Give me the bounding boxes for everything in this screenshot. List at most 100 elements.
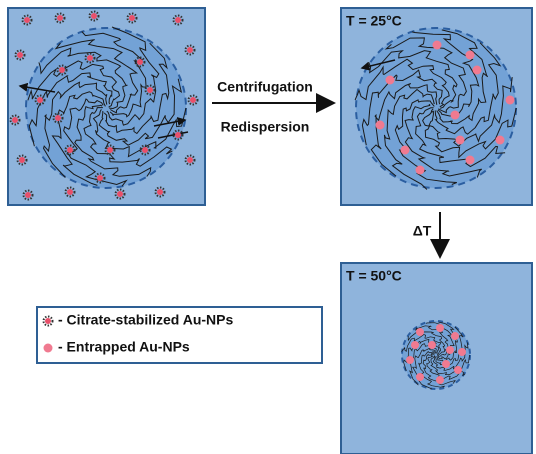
citrate-np [16,154,28,166]
entrapped-np [442,360,450,368]
citrate-np [147,87,153,93]
polymer-chain [436,29,489,125]
citrate-np [175,132,181,138]
step-label: Redispersion [221,119,310,135]
entrapped-np [385,75,395,85]
entrapped-np [458,348,466,356]
citrate-np [114,188,126,200]
entrapped-np [454,366,462,374]
legend [36,306,323,364]
polymer-chain [83,107,173,167]
entrapped-np [455,135,465,145]
citrate-np [37,97,43,103]
polymer-chain [106,26,160,126]
citrate-np [12,117,18,123]
polymer-chain [354,58,450,108]
polymer-chain [98,78,183,146]
citrate-np [107,147,113,153]
citrate-np [87,55,93,61]
citrate-np [56,64,68,76]
microgel [355,27,517,189]
polymer-chain [428,77,513,147]
entrapped-np [375,120,385,130]
legend-label: - Entrapped Au-NPs [58,339,190,355]
arrow [153,117,187,127]
citrate-np [64,144,76,156]
arrow [18,82,56,93]
citrate-np [97,175,103,181]
citrate-np [67,147,73,153]
citrate-np [175,17,181,23]
polymer-chain [403,339,440,372]
citrate-np [190,97,196,103]
entrapped-np [436,324,444,332]
legend-label: - Citrate-stabilized Au-NPs [58,312,233,328]
citrate-np [184,154,196,166]
nanoparticles [9,10,515,384]
citrate-np [126,12,138,24]
polymer-chain [370,83,438,177]
polymer-chain [103,42,170,135]
citrate-np [52,112,64,124]
citrate-np [184,44,196,56]
citrate-np [187,47,193,53]
citrate-np [172,129,184,141]
step-label: Centrifugation [217,79,313,95]
entrapped-np [400,145,410,155]
polymer-chain [422,352,456,386]
polymer-chain [38,47,128,110]
citrate-np [91,13,97,19]
step-label: ΔT [413,223,432,239]
polymer-chain [81,31,147,118]
entrapped-np [450,110,460,120]
citrate-np [19,157,25,163]
polymer-chain [74,104,152,177]
polymer-chain [404,103,483,178]
polymer-chain [28,72,113,147]
citrate-np [134,56,146,68]
citrate-np [154,186,166,198]
panel-title: T = 25°C [346,13,402,29]
entrapped-np [428,341,436,349]
polymer-chain [383,88,435,190]
citrate-np [64,186,76,198]
polymer-chain [63,98,128,187]
polymer-chain [422,107,517,159]
panel-title: T = 50°C [346,268,402,284]
citrate-np [129,15,135,21]
entrapped-np [415,165,425,175]
citrate-np [21,14,33,26]
entrapped-np [416,373,424,381]
citrate-np [117,191,123,197]
citrate-np [187,94,199,106]
citrate-np [187,157,193,163]
entrapped-np [406,356,414,364]
entrapped-np [436,376,444,384]
polymer-chain [432,342,469,371]
polymer-chain [418,350,445,388]
polymer-chain [401,334,442,355]
polymer-chain [51,91,106,186]
polymer-chain [42,81,108,178]
polymer-chain [430,354,470,376]
citrate-np [57,15,63,21]
citrate-np [54,12,66,24]
citrate-np [22,189,34,201]
citrate-np [144,84,156,96]
citrate-np [25,192,31,198]
microgel [25,27,187,189]
arrow [360,59,396,71]
citrate-np [88,10,100,22]
citrate-np [142,147,148,153]
citrate-np [45,318,51,324]
citrate-np [104,144,116,156]
entrapped-np [495,135,505,145]
citrate-np [139,144,151,156]
citrate-np [55,115,61,121]
polymer-chain [435,326,464,366]
polymer-chain [368,50,458,109]
entrapped-np [432,40,442,50]
polymer-chain [384,37,467,114]
polymer-chain [434,42,502,135]
